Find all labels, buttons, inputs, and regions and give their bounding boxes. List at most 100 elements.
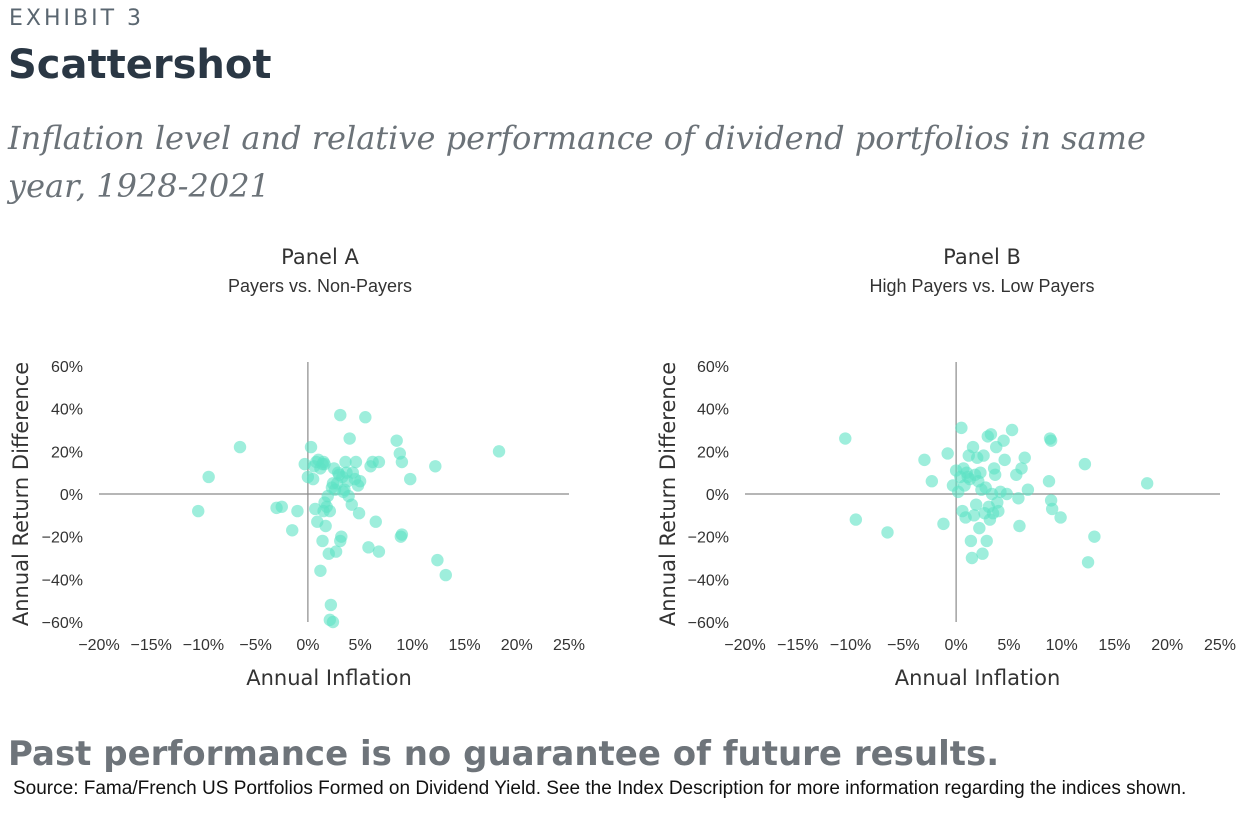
data-point (1042, 475, 1056, 488)
data-point (429, 460, 442, 473)
y-tick-label: −40% (42, 572, 83, 589)
data-point (353, 475, 367, 488)
charts-area: Panel A Payers vs. Non-Payers 60% 40% 20% 0% −… (9, 245, 1236, 690)
data-point (984, 428, 998, 441)
y-axis-title: Annual Return Difference (9, 362, 33, 626)
data-point (362, 541, 375, 554)
data-point (992, 504, 1005, 518)
x-tick-label: 0% (296, 637, 319, 654)
data-point (339, 455, 352, 469)
panel-subtitle: High Payers vs. Low Payers (869, 276, 1094, 296)
y-tick-label: −20% (688, 530, 729, 547)
x-tick-label: 10% (396, 637, 428, 654)
data-point (980, 534, 993, 548)
y-tick-label: 0% (60, 487, 83, 504)
x-tick-label: −15% (777, 637, 818, 654)
data-point (974, 466, 987, 479)
data-point (404, 472, 417, 486)
data-point (359, 411, 372, 424)
data-point (1013, 519, 1026, 533)
data-point (334, 408, 347, 422)
y-tick-label: −60% (688, 615, 729, 632)
data-point (1081, 556, 1095, 569)
x-axis-title: Annual Inflation (895, 666, 1061, 690)
y-tick-label: 20% (697, 444, 729, 461)
y-tick-label: −20% (42, 530, 83, 547)
data-point (1018, 451, 1031, 464)
data-point (1021, 483, 1035, 496)
data-point (849, 513, 863, 526)
x-tick-label: −15% (131, 637, 172, 654)
y-tick-label: 20% (51, 444, 83, 461)
panel-title: Panel A (281, 245, 359, 269)
source-note: Source: Fama/French US Portfolios Formed… (13, 778, 1187, 799)
x-tick-label: 20% (501, 637, 533, 654)
data-point (291, 504, 304, 518)
data-point (925, 475, 939, 488)
data-point (395, 455, 409, 469)
x-tick-label: −20% (724, 637, 765, 654)
y-tick-label: 40% (51, 402, 83, 419)
data-point (969, 498, 983, 511)
x-axis-title: Annual Inflation (246, 666, 412, 690)
panel-subtitle: Payers vs. Non-Payers (228, 276, 412, 296)
data-point (314, 564, 327, 577)
scatter-panel-a: Panel A Payers vs. Non-Payers 60% 40% 20% 0% −… (9, 245, 585, 690)
data-point (1078, 457, 1092, 471)
x-tick-label: −10% (183, 637, 224, 654)
data-point (431, 553, 444, 567)
performance-disclaimer: Past performance is no guarantee of futu… (8, 734, 1000, 774)
x-tick-label: 5% (997, 637, 1020, 654)
data-point (345, 498, 358, 511)
data-point (326, 615, 340, 629)
data-point (319, 519, 332, 533)
data-point (1088, 530, 1101, 543)
x-tick-label: 10% (1046, 637, 1078, 654)
y-tick-label: −40% (688, 572, 729, 589)
data-point (372, 455, 386, 469)
y-tick-label: 60% (697, 359, 729, 376)
x-tick-label: −10% (830, 637, 871, 654)
data-point (1045, 502, 1059, 516)
data-point (1054, 511, 1067, 524)
x-tick-label: 15% (449, 637, 481, 654)
data-point (286, 524, 299, 537)
data-point (965, 551, 979, 565)
data-point (881, 526, 894, 539)
exhibit-label: EXHIBIT 3 (9, 6, 145, 31)
data-point (192, 504, 205, 518)
y-tick-label: 0% (706, 487, 729, 504)
data-point (298, 457, 311, 471)
data-point (318, 457, 331, 471)
page-subtitle: Inflation level and relative performance… (8, 119, 1146, 205)
page-title: Scattershot (8, 42, 272, 88)
x-tick-label: 5% (349, 637, 372, 654)
data-point (304, 440, 318, 454)
data-point (973, 521, 986, 535)
data-point (976, 547, 989, 560)
data-point (955, 421, 968, 435)
data-point (395, 528, 409, 541)
data-point (966, 440, 980, 454)
data-point (964, 534, 978, 548)
data-point (1005, 423, 1019, 437)
data-point (335, 530, 348, 543)
x-tick-label: 20% (1151, 637, 1183, 654)
data-point (1000, 487, 1013, 501)
data-point (967, 509, 981, 522)
data-point (941, 447, 954, 460)
x-tick-label: −5% (887, 637, 919, 654)
data-point (343, 432, 356, 445)
data-point (329, 545, 343, 558)
data-point (369, 515, 382, 528)
data-point (323, 504, 337, 518)
x-tick-label: 0% (945, 637, 968, 654)
panel-title: Panel B (943, 245, 1021, 269)
y-tick-label: 60% (51, 359, 83, 376)
data-point (306, 472, 320, 486)
data-point (937, 517, 950, 531)
data-point (233, 440, 247, 454)
data-point (324, 598, 338, 612)
y-tick-label: 40% (697, 402, 729, 419)
data-point (839, 432, 852, 445)
